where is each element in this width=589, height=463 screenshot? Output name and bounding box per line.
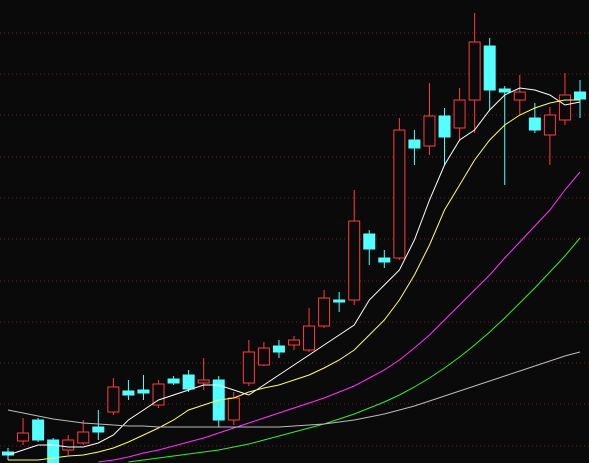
- candle-body: [423, 115, 436, 147]
- candle-body: [107, 386, 120, 413]
- candle-body: [574, 91, 586, 100]
- candle-body: [182, 374, 195, 390]
- candle-body: [152, 383, 165, 406]
- candle-body: [513, 91, 526, 101]
- candle-body: [543, 114, 556, 136]
- candle-body: [227, 397, 240, 421]
- candle-body: [303, 325, 316, 351]
- candle-body: [408, 139, 421, 149]
- candle-body: [47, 439, 60, 463]
- candle-body: [498, 88, 511, 93]
- candle-body: [17, 432, 30, 442]
- candle-body: [453, 99, 466, 129]
- candle-body: [348, 220, 361, 301]
- moving-average-line: [7, 351, 581, 428]
- candle-body: [32, 419, 45, 441]
- candle-body: [62, 439, 75, 451]
- candle-body: [77, 431, 90, 444]
- candle-body: [167, 378, 180, 384]
- candle-body: [468, 41, 481, 101]
- moving-average-line: [98, 171, 581, 463]
- candle-body: [528, 117, 541, 131]
- candle-body: [558, 94, 571, 121]
- candle-body: [363, 233, 376, 250]
- candle-body: [483, 45, 496, 91]
- candle-body: [393, 129, 406, 259]
- candle-body: [378, 257, 391, 263]
- moving-average-line: [128, 237, 581, 463]
- candle-body: [257, 347, 270, 366]
- candle-body: [333, 299, 346, 303]
- candle-body: [288, 339, 300, 346]
- candle-body: [92, 426, 105, 433]
- candle-body: [318, 297, 331, 327]
- candle-body: [438, 115, 451, 138]
- candle-body: [242, 351, 255, 384]
- candle-body: [197, 379, 210, 384]
- candle-body: [272, 345, 285, 353]
- moving-average-line: [7, 87, 581, 456]
- candle-body: [137, 389, 150, 394]
- candle-body: [122, 390, 135, 396]
- moving-average-line: [8, 99, 580, 461]
